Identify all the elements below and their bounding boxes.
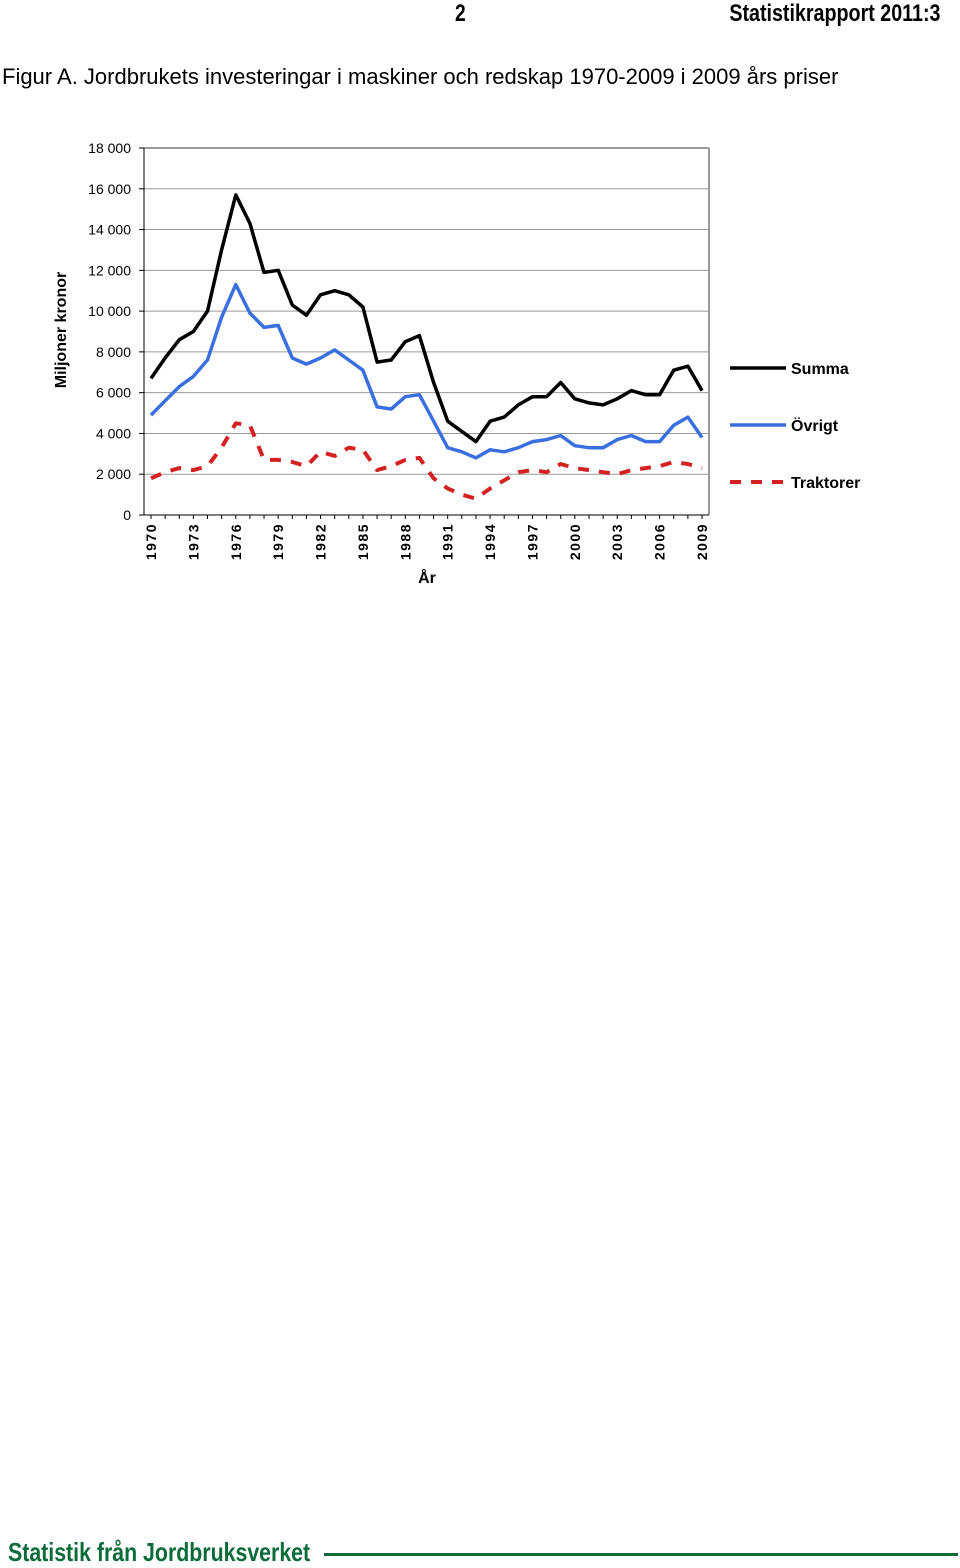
y-tick-label: 10 000 (88, 303, 131, 319)
series-line-summa (149, 193, 704, 444)
x-tick-label: 1991 (440, 523, 456, 560)
x-tick-label: 1994 (482, 523, 498, 560)
x-tick-label: 1976 (228, 523, 244, 560)
x-tick-label: 1979 (270, 523, 286, 560)
page-number: 2 (455, 0, 466, 27)
y-tick-label: 18 000 (88, 140, 131, 156)
footer-rule (324, 1553, 958, 1556)
x-tick-label: 2006 (652, 523, 668, 560)
report-title: Statistikrapport 2011:3 (728, 0, 940, 27)
x-axis-label: År (418, 570, 436, 587)
x-tick-label: 2009 (694, 523, 710, 560)
y-tick-label: 4 000 (96, 425, 131, 441)
x-tick-label: 1973 (185, 523, 201, 560)
x-tick-label: 1982 (313, 523, 329, 560)
legend-label: Traktorer (791, 475, 860, 492)
x-tick-label: 1970 (143, 523, 159, 560)
y-tick-label: 6 000 (96, 385, 131, 401)
y-tick-label: 2 000 (96, 466, 131, 482)
x-tick-label: 1997 (524, 523, 540, 560)
legend-label: Övrigt (791, 416, 839, 435)
y-tick-label: 14 000 (88, 222, 131, 238)
x-tick-label: 1985 (355, 523, 371, 560)
chart: 0 2 000 4 000 6 000 8 000 10 000 12 000 14 000 1… (0, 0, 960, 620)
y-tick-label: 16 000 (88, 181, 131, 197)
series-line-traktorer (150, 421, 703, 501)
footer-text: Statistik från Jordbruksverket (8, 1537, 311, 1567)
x-tick-label: 2000 (567, 523, 583, 560)
figure-caption: Figur A. Jordbrukets investeringar i mas… (2, 64, 839, 89)
legend-label: Summa (791, 361, 849, 378)
line-chart-svg: 0 2 000 4 000 6 000 8 000 10 000 12 000 14 000 1… (88, 140, 860, 560)
y-tick-label: 12 000 (88, 262, 131, 278)
y-axis-label: Miljoner kronor (53, 271, 70, 389)
y-tick-label: 8 000 (96, 344, 131, 360)
y-tick-label: 0 (123, 507, 131, 523)
x-tick-label: 2003 (609, 523, 625, 560)
x-tick-label: 1988 (397, 523, 413, 560)
series-line-övrigt (149, 282, 704, 460)
